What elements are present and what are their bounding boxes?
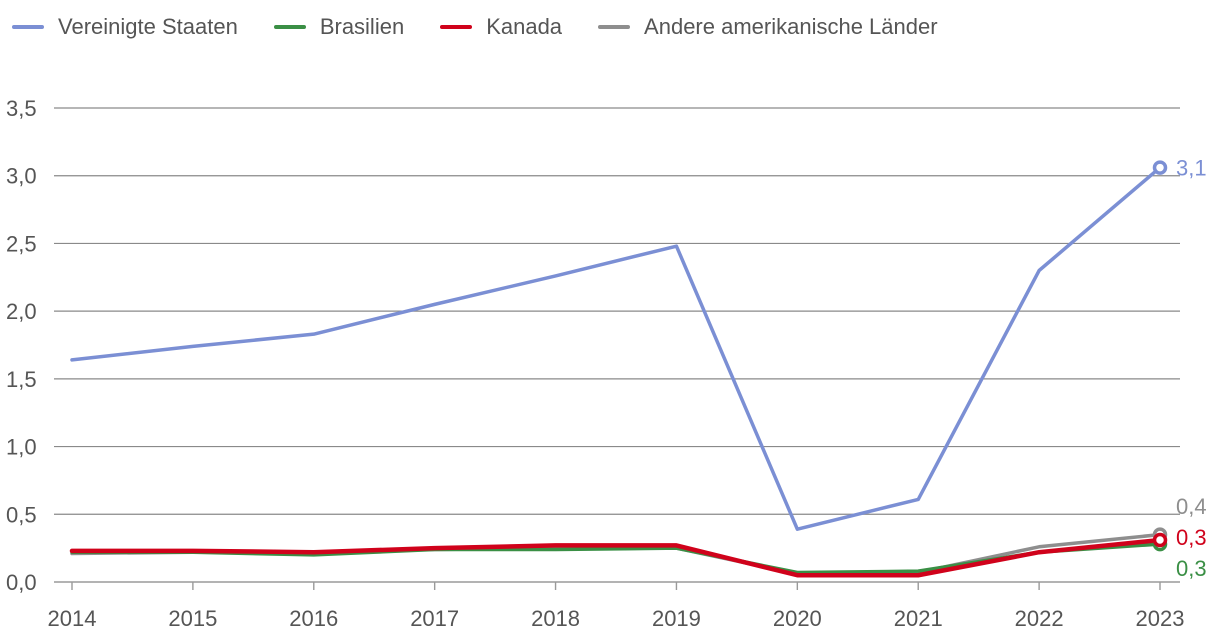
x-tick-label: 2019 — [652, 606, 701, 631]
y-tick-label: 0,5 — [6, 502, 37, 527]
y-tick-label: 2,5 — [6, 231, 37, 256]
legend-item-vereinigte-staaten[interactable]: Vereinigte Staaten — [12, 14, 238, 40]
end-value-label: 0,4 — [1176, 494, 1207, 519]
y-tick-label: 1,0 — [6, 435, 37, 460]
end-marker — [1152, 160, 1168, 175]
end-value-label: 3,1 — [1176, 156, 1207, 181]
legend-swatch-icon — [12, 25, 44, 29]
legend: Vereinigte Staaten Brasilien Kanada Ande… — [12, 14, 974, 40]
end-value-label: 0,3 — [1176, 525, 1207, 550]
legend-label: Kanada — [486, 14, 563, 39]
legend-item-kanada[interactable]: Kanada — [440, 14, 562, 40]
legend-item-brasilien[interactable]: Brasilien — [273, 14, 405, 40]
y-tick-label: 3,0 — [6, 164, 37, 189]
x-tick-label: 2015 — [168, 606, 217, 631]
end-value-label: 0,3 — [1176, 556, 1207, 581]
x-tick-label: 2016 — [289, 606, 338, 631]
legend-swatch-icon — [598, 25, 631, 29]
y-tick-label: 2,0 — [6, 299, 37, 324]
series-line — [70, 165, 1162, 531]
y-tick-label: 0,0 — [6, 570, 37, 595]
legend-item-andere-amerikanische-laender[interactable]: Andere amerikanische Länder — [598, 14, 938, 40]
x-tick-label: 2023 — [1136, 606, 1185, 631]
x-tick-label: 2014 — [48, 606, 97, 631]
y-tick-label: 1,5 — [6, 367, 37, 392]
legend-label: Andere amerikanische Länder — [644, 14, 938, 39]
x-tick-label: 2020 — [773, 606, 822, 631]
legend-label: Vereinigte Staaten — [58, 14, 238, 39]
x-tick-label: 2021 — [894, 606, 943, 631]
legend-swatch-icon — [273, 25, 306, 29]
x-tick-label: 2018 — [531, 606, 580, 631]
legend-label: Brasilien — [319, 14, 405, 39]
x-tick-label: 2017 — [410, 606, 459, 631]
y-tick-label: 3,5 — [6, 96, 37, 121]
end-marker — [1152, 532, 1168, 548]
series-line — [69, 537, 1163, 578]
legend-swatch-icon — [440, 25, 473, 29]
x-tick-label: 2022 — [1015, 606, 1064, 631]
